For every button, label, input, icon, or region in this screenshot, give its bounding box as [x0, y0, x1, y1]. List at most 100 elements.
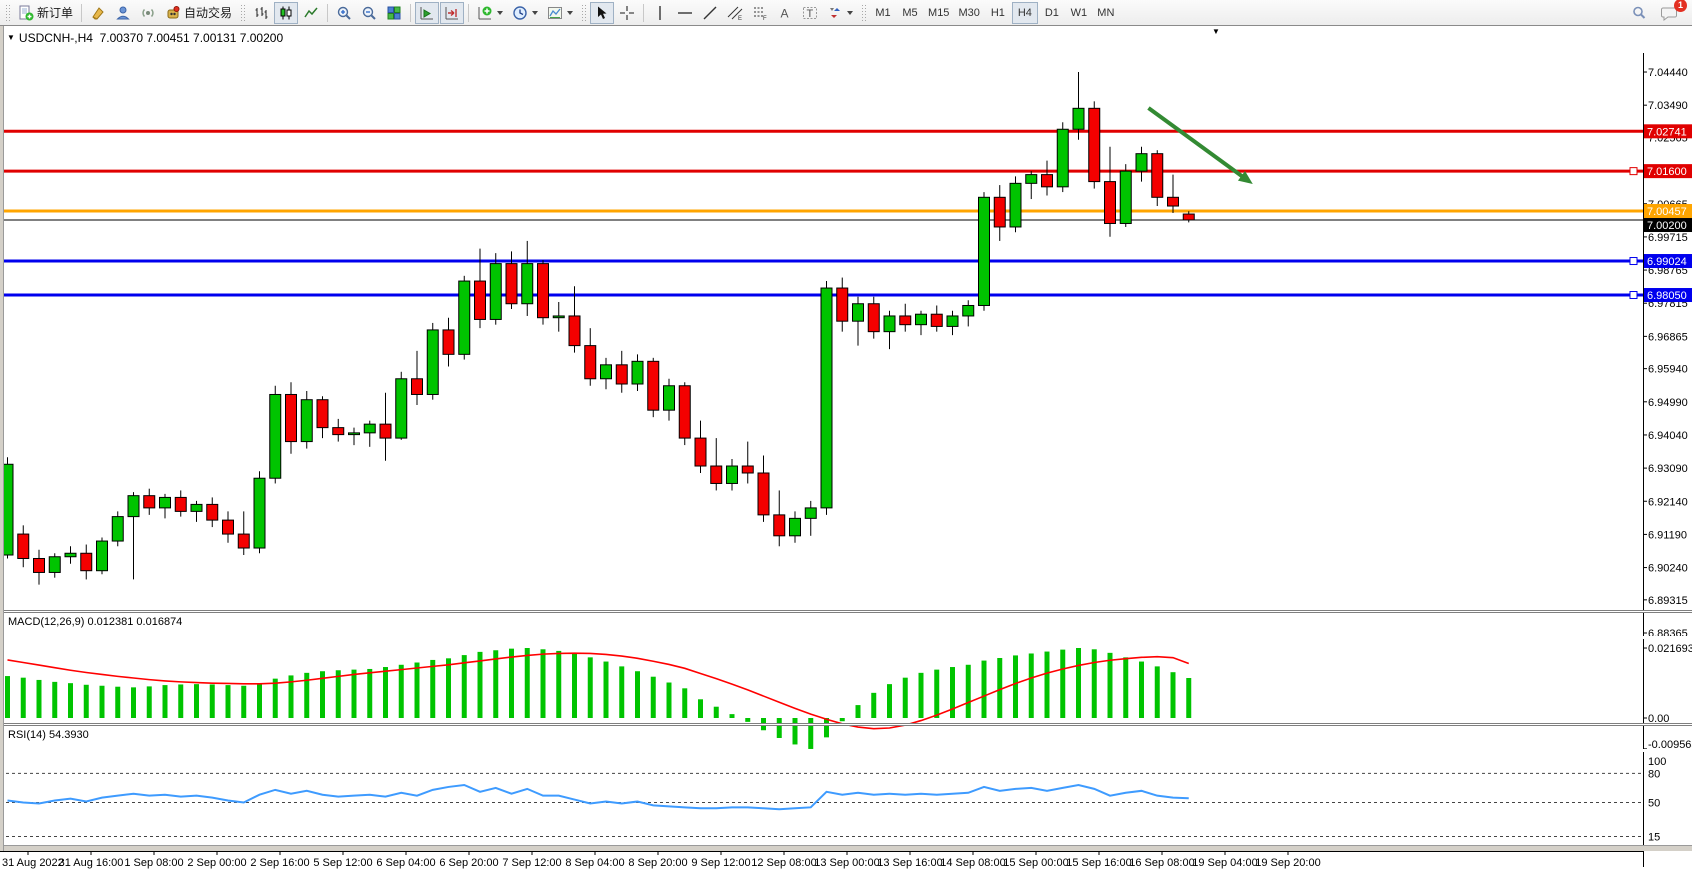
auto-scroll-button[interactable] [415, 1, 440, 24]
trend-arrow-annotation[interactable] [1147, 106, 1256, 189]
pane-separator[interactable] [0, 723, 1692, 726]
candle [363, 423, 376, 434]
toolbar-grip[interactable] [861, 3, 867, 22]
line-chart-button[interactable] [299, 2, 323, 24]
indicators-icon [478, 6, 492, 19]
profile-icon [116, 6, 130, 19]
horizontal-level-lines[interactable] [4, 129, 1643, 300]
tab-timeframe-m1[interactable]: M1 [870, 2, 896, 24]
tile-windows-button[interactable] [382, 2, 406, 24]
cursor-button[interactable] [590, 1, 615, 24]
toolbar: 新订单 自动交易 [0, 0, 1692, 26]
chevron-down-icon [497, 10, 504, 15]
timeframe-label: W1 [1070, 6, 1088, 19]
svg-text:19 Sep 04:00: 19 Sep 04:00 [1192, 857, 1257, 869]
tab-timeframe-mn[interactable]: MN [1093, 2, 1119, 24]
crosshair-button[interactable] [615, 2, 639, 24]
toolbar-grip[interactable] [240, 3, 246, 22]
macd-indicator-label: MACD(12,26,9) 0.012381 0.016874 [8, 616, 182, 628]
rsi-axis-ticks[interactable]: 1008050150 [1648, 756, 1666, 851]
macd-axis-ticks[interactable]: 0.021693 0.00 -0.009563 [1643, 643, 1692, 749]
zoom-in-button[interactable] [332, 2, 356, 24]
fibonacci-button[interactable]: F [748, 2, 772, 24]
price-chart-pane[interactable]: 7.044407.034907.025657.006656.997156.987… [0, 53, 1692, 636]
clock-icon [513, 5, 527, 20]
arrows-icon [830, 7, 841, 18]
svg-text:T: T [807, 8, 814, 20]
timeframe-label: M5 [902, 6, 918, 19]
periods-button[interactable] [508, 2, 542, 24]
horizontal-line-button[interactable] [673, 2, 697, 24]
candle [332, 427, 345, 436]
macd-indicator-pane[interactable]: 0.021693 0.00 -0.009563 [0, 639, 1692, 749]
templates-button[interactable] [543, 2, 577, 24]
rsi-indicator-pane[interactable]: 1008050150 [0, 752, 1692, 851]
bar-chart-button[interactable] [249, 2, 273, 24]
svg-text:6 Sep 04:00: 6 Sep 04:00 [376, 857, 435, 869]
search-button[interactable] [1627, 2, 1651, 24]
tab-timeframe-h1[interactable]: H1 [985, 2, 1011, 24]
signals-button[interactable] [136, 2, 160, 24]
tab-timeframe-w1[interactable]: W1 [1066, 2, 1092, 24]
tile-windows-icon [387, 6, 401, 19]
candlesticks[interactable] [1, 72, 1195, 585]
channel-button[interactable]: E [723, 2, 747, 24]
signal-icon [142, 8, 154, 17]
candle [773, 514, 786, 537]
candle [1009, 182, 1022, 228]
toolbar-grip[interactable] [5, 3, 10, 22]
timeframe-label: MN [1097, 6, 1115, 19]
rsi-line [7, 783, 1189, 811]
svg-text:15: 15 [1648, 831, 1660, 843]
chart-shift-marker-icon[interactable]: ▼ [1212, 27, 1220, 36]
svg-text:6.94990: 6.94990 [1648, 397, 1688, 409]
candle [174, 496, 187, 512]
trendline-button[interactable] [698, 2, 722, 24]
auto-trading-button[interactable]: 自动交易 [161, 2, 236, 24]
text-button[interactable]: A [773, 2, 797, 24]
tab-timeframe-d1[interactable]: D1 [1039, 2, 1065, 24]
vertical-line-button[interactable] [648, 2, 672, 24]
tab-timeframe-m5[interactable]: M5 [897, 2, 923, 24]
macd-histogram [5, 648, 1192, 749]
tab-timeframe-m15[interactable]: M15 [924, 2, 953, 24]
toolbar-grip[interactable] [581, 3, 587, 22]
cursor-icon [598, 6, 607, 19]
depth-of-market-button[interactable] [111, 2, 135, 24]
indicators-button[interactable] [473, 2, 507, 24]
chart-title: ▼ USDCNH-,H4 7.00370 7.00451 7.00131 7.00… [7, 31, 283, 45]
svg-text:15 Sep 16:00: 15 Sep 16:00 [1066, 857, 1131, 869]
svg-text:6.98765: 6.98765 [1648, 265, 1688, 277]
candle [1025, 174, 1038, 184]
svg-text:6.88365: 6.88365 [1648, 628, 1688, 636]
candlestick-chart-button[interactable] [274, 1, 299, 24]
toolbar-separator [643, 3, 645, 22]
svg-text:6.89315: 6.89315 [1648, 595, 1688, 607]
template-icon [548, 6, 563, 19]
candle [946, 315, 959, 327]
new-order-button[interactable]: 新订单 [14, 2, 77, 24]
svg-text:50: 50 [1648, 797, 1660, 809]
zoom-out-button[interactable] [357, 2, 381, 24]
notifications-button[interactable]: 1 [1657, 0, 1687, 24]
styler-button[interactable] [86, 2, 110, 24]
price-axis-ticks[interactable]: 7.044407.034907.025657.006656.997156.987… [1643, 67, 1688, 636]
pane-separator[interactable] [0, 610, 1692, 613]
svg-text:6.96865: 6.96865 [1648, 331, 1688, 343]
candle [804, 507, 817, 519]
svg-text:6.94040: 6.94040 [1648, 430, 1688, 442]
auto-scroll-icon [420, 6, 434, 19]
candle [883, 315, 896, 333]
tab-timeframe-h4[interactable]: H4 [1011, 1, 1038, 24]
chart-shift-button[interactable] [440, 1, 465, 24]
auto-trading-label: 自动交易 [184, 6, 233, 20]
arrows-button[interactable] [823, 2, 857, 24]
label-button[interactable]: T [798, 2, 822, 24]
tab-timeframe-m30[interactable]: M30 [954, 2, 983, 24]
candle [836, 287, 849, 322]
candle [269, 393, 282, 479]
candle [789, 517, 801, 537]
